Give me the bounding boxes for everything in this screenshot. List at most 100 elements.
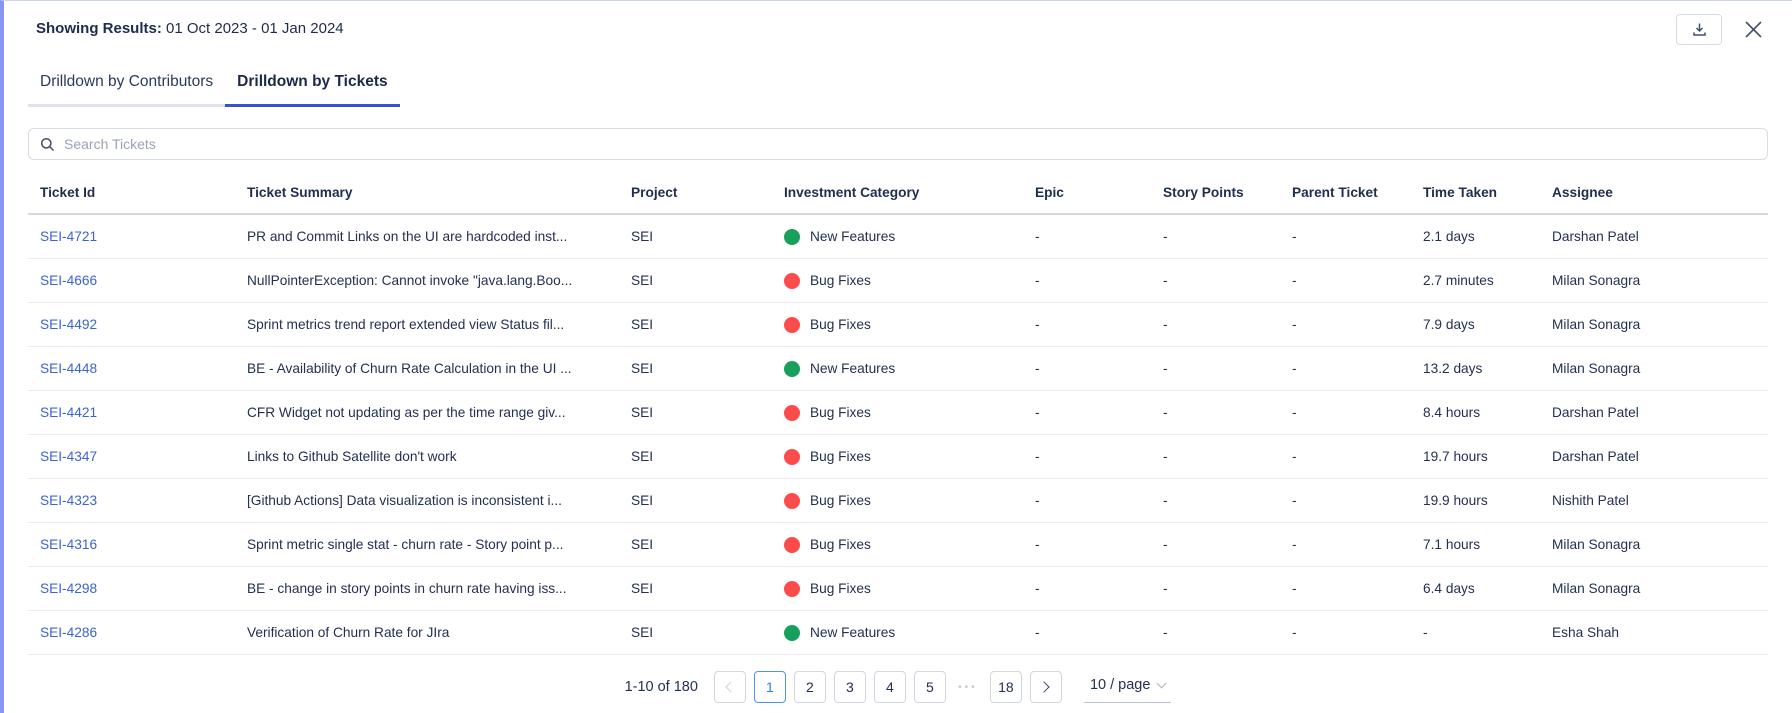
search-input[interactable] [64,136,1756,152]
investment-category-cell: Bug Fixes [784,536,1035,553]
table-header-row: Ticket Id Ticket Summary Project Investment… [28,160,1768,215]
ticket-project: SEI [631,361,654,376]
pagination-page-5[interactable]: 5 [913,671,946,703]
ticket-id-link[interactable]: SEI-4286 [40,625,98,640]
column-header-ticket-summary: Ticket Summary [247,185,353,200]
ticket-parent: - [1292,273,1297,288]
ticket-time-taken: 19.7 hours [1423,449,1488,464]
ticket-id-link[interactable]: SEI-4316 [40,537,98,552]
table-row: SEI-4298 BE - change in story points in … [28,567,1768,611]
table-row: SEI-4666 NullPointerException: Cannot in… [28,259,1768,303]
pagination-page-3[interactable]: 3 [833,671,866,703]
ticket-parent: - [1292,317,1297,332]
ticket-id-link[interactable]: SEI-4721 [40,229,98,244]
pagination-next-button[interactable] [1029,671,1062,703]
drilldown-header: Showing Results: 01 Oct 2023 - 01 Jan 20… [4,1,1792,45]
ticket-summary: BE - change in story points in churn rat… [247,581,567,596]
download-icon [1692,22,1707,37]
pagination-range-text: 1-10 of 180 [624,679,698,695]
close-icon [1744,20,1763,39]
table-row: SEI-4448 BE - Availability of Churn Rate… [28,347,1768,391]
category-label: Bug Fixes [810,317,871,332]
ticket-story-points: - [1163,229,1168,244]
ticket-epic: - [1035,537,1040,552]
column-header-project: Project [631,185,678,200]
ticket-epic: - [1035,405,1040,420]
ticket-summary: Sprint metrics trend report extended vie… [247,317,565,332]
ticket-epic: - [1035,625,1040,640]
column-header-ticket-id: Ticket Id [40,185,96,200]
tab-drilldown-by-tickets[interactable]: Drilldown by Tickets [225,71,400,107]
close-button[interactable] [1740,17,1766,43]
investment-category-cell: Bug Fixes [784,272,1035,289]
ticket-time-taken: 6.4 days [1423,581,1475,596]
pagination-last-page-button[interactable]: 18 [989,671,1022,703]
pagination-ellipsis[interactable]: ••• [958,681,978,693]
investment-category-cell: New Features [784,360,1035,377]
ticket-summary: Sprint metric single stat - churn rate -… [247,537,564,552]
ticket-id-link[interactable]: SEI-4323 [40,493,98,508]
category-label: Bug Fixes [810,581,871,596]
investment-category-cell: Bug Fixes [784,448,1035,465]
ticket-epic: - [1035,273,1040,288]
ticket-story-points: - [1163,361,1168,376]
pagination-page-1[interactable]: 1 [753,671,786,703]
ticket-parent: - [1292,625,1297,640]
ticket-summary: Links to Github Satellite don't work [247,449,457,464]
ticket-assignee: Darshan Patel [1552,405,1639,420]
tab-drilldown-by-contributors[interactable]: Drilldown by Contributors [28,71,226,107]
ticket-parent: - [1292,581,1297,596]
category-dot-icon [784,360,800,377]
ticket-project: SEI [631,581,654,596]
ticket-id-link[interactable]: SEI-4448 [40,361,98,376]
download-button[interactable] [1676,14,1722,45]
page-size-label: 10 / page [1089,677,1151,693]
ticket-time-taken: 13.2 days [1423,361,1483,376]
search-icon [40,137,55,152]
ticket-summary: BE - Availability of Churn Rate Calculat… [247,361,572,376]
ticket-summary: Verification of Churn Rate for JIra [247,625,450,640]
investment-category-cell: Bug Fixes [784,580,1035,597]
table-row: SEI-4492 Sprint metrics trend report ext… [28,303,1768,347]
ticket-id-link[interactable]: SEI-4347 [40,449,98,464]
pagination-page-4[interactable]: 4 [873,671,906,703]
ticket-story-points: - [1163,273,1168,288]
category-label: Bug Fixes [810,273,871,288]
pagination-prev-button[interactable] [713,671,746,703]
table-row: SEI-4421 CFR Widget not updating as per … [28,391,1768,435]
ticket-id-link[interactable]: SEI-4421 [40,405,98,420]
table-body: SEI-4721 PR and Commit Links on the UI a… [28,215,1768,655]
ticket-project: SEI [631,405,654,420]
category-label: New Features [810,361,896,376]
ticket-story-points: - [1163,493,1168,508]
ticket-story-points: - [1163,449,1168,464]
ticket-project: SEI [631,537,654,552]
category-label: New Features [810,229,896,244]
ticket-assignee: Milan Sonagra [1552,361,1641,376]
table-row: SEI-4323 [Github Actions] Data visualiza… [28,479,1768,523]
column-header-assignee: Assignee [1552,185,1613,200]
ticket-id-link[interactable]: SEI-4666 [40,273,98,288]
category-label: Bug Fixes [810,405,871,420]
ticket-id-link[interactable]: SEI-4298 [40,581,98,596]
pagination-page-2[interactable]: 2 [793,671,826,703]
ticket-parent: - [1292,229,1297,244]
investment-category-cell: New Features [784,624,1035,641]
table-row: SEI-4347 Links to Github Satellite don't… [28,435,1768,479]
ticket-project: SEI [631,317,654,332]
category-dot-icon [784,448,800,465]
category-dot-icon [784,536,800,553]
ticket-project: SEI [631,493,654,508]
ticket-id-link[interactable]: SEI-4492 [40,317,98,332]
investment-category-cell: Bug Fixes [784,404,1035,421]
ticket-assignee: Milan Sonagra [1552,317,1641,332]
investment-category-cell: Bug Fixes [784,492,1035,509]
page-size-selector[interactable]: 10 / page [1083,671,1172,703]
ticket-summary: [Github Actions] Data visualization is i… [247,493,562,508]
date-range: 01 Oct 2023 - 01 Jan 2024 [166,20,344,37]
table-row: SEI-4286 Verification of Churn Rate for … [28,611,1768,655]
header-actions [1676,14,1766,45]
ticket-time-taken: 7.1 hours [1423,537,1481,552]
